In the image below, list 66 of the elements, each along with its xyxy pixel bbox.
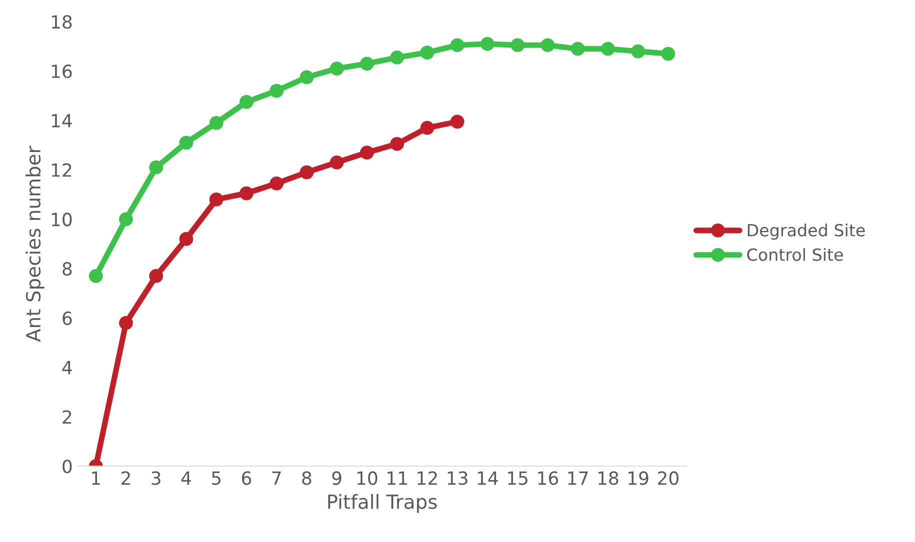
y-tick-label: 4 [62,361,72,374]
y-tick-label: 2 [62,410,72,424]
point [450,38,464,52]
legend-label: Degraded Site [748,224,865,240]
point [149,160,164,174]
y-tick-label: 12 [52,163,72,177]
point [450,114,464,129]
point [240,94,254,109]
x-tick-label: 1 [92,472,100,485]
x-axis-title: Pitfall Traps [328,494,437,513]
x-tick-label: 2 [122,471,130,485]
point [360,146,374,160]
point [179,136,194,150]
point [119,316,133,330]
point [149,269,164,283]
point [390,136,404,151]
y-tick-label: 10 [52,212,72,226]
point [270,84,284,98]
legend-label: Control Site [747,248,843,261]
x-tick-label: 6 [242,471,252,485]
y-tick-label: 6 [62,311,72,326]
x-tick-label: 10 [357,471,378,485]
point [119,212,133,226]
point [390,50,404,64]
point [88,269,103,283]
y-tick-label: 14 [52,114,72,128]
point [300,70,314,84]
point [661,46,676,61]
point [600,42,615,56]
y-tick-label: 8 [62,262,72,276]
x-tick-label: 12 [418,471,437,485]
x-tick-label: 18 [598,471,618,485]
point [360,56,374,71]
x-tick-label: 4 [181,472,191,485]
point [420,46,434,60]
x-tick-label: 13 [448,471,468,485]
x-tick-label: 14 [478,472,498,485]
x-tick-label: 3 [152,471,160,485]
point [179,232,194,246]
x-tick-label: 17 [568,472,588,485]
x-tick-label: 20 [658,471,678,485]
x-tick-label: 8 [302,471,312,485]
point [480,36,494,51]
y-axis-title: Ant Species number [26,146,44,342]
point [240,186,254,200]
x-tick-label: 15 [508,472,528,485]
point [330,155,344,170]
point [209,116,224,130]
point [300,165,314,180]
x-tick-label: 9 [332,471,342,485]
point [540,38,555,52]
point [330,62,344,76]
point [631,44,645,58]
point [420,120,434,135]
point [570,42,585,56]
point [270,176,284,190]
x-tick-label: 7 [272,472,281,485]
x-tick-label: 11 [388,472,407,485]
y-tick-label: 0 [62,460,72,474]
point [209,192,224,206]
y-tick-label: 18 [52,15,72,29]
x-tick-label: 5 [212,472,221,485]
x-tick-label: 19 [628,471,648,485]
point [510,38,525,52]
y-tick-label: 16 [52,64,72,78]
x-tick-label: 16 [538,471,558,485]
